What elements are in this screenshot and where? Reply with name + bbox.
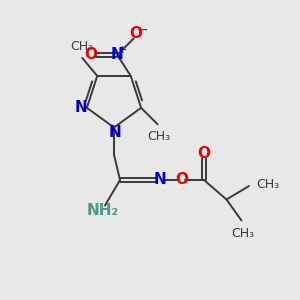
Text: O: O bbox=[175, 172, 188, 188]
Text: N: N bbox=[75, 100, 88, 115]
Text: CH₃: CH₃ bbox=[71, 40, 94, 52]
Text: O: O bbox=[129, 26, 142, 41]
Text: N: N bbox=[111, 47, 124, 62]
Text: −: − bbox=[136, 23, 148, 37]
Text: CH₃: CH₃ bbox=[148, 130, 171, 143]
Text: +: + bbox=[118, 45, 127, 55]
Text: O: O bbox=[84, 47, 97, 62]
Text: CH₃: CH₃ bbox=[231, 227, 255, 240]
Text: N: N bbox=[109, 125, 121, 140]
Text: NH₂: NH₂ bbox=[86, 203, 119, 218]
Text: CH₃: CH₃ bbox=[256, 178, 280, 191]
Text: N: N bbox=[153, 172, 166, 188]
Text: O: O bbox=[197, 146, 211, 160]
